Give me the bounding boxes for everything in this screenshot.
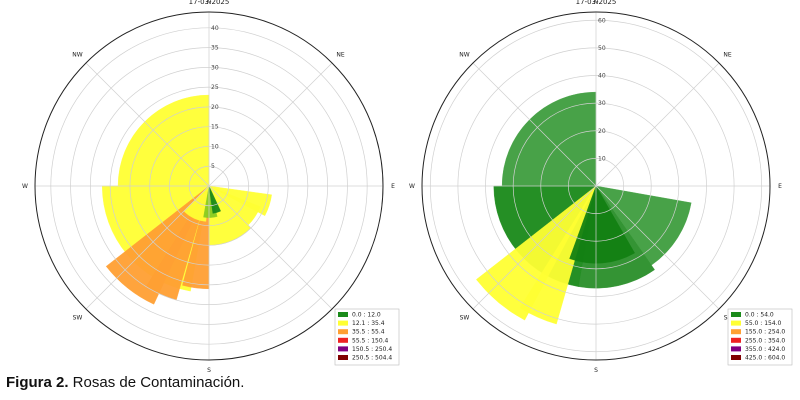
direction-label-w: W [22, 183, 28, 190]
outer-ring [34, 11, 384, 361]
legend-swatch [731, 312, 741, 317]
radial-tick-label: 30 [211, 64, 219, 71]
radial-tick-label: 10 [211, 143, 219, 150]
legend-label: 355.0 : 424.0 [745, 346, 785, 353]
direction-label-ne: NE [723, 51, 731, 58]
radial-tick-label: 35 [211, 45, 219, 52]
direction-label-nw: NW [459, 51, 469, 58]
radial-tick-label: 10 [598, 155, 606, 162]
legend-label: 0.0 : 54.0 [745, 312, 774, 319]
legend-swatch [731, 320, 741, 326]
caption-label: Figura 2. [6, 374, 69, 391]
sector-s [208, 185, 221, 214]
sector-ese [595, 185, 692, 266]
grid-spoke [85, 62, 210, 187]
sector-sw [105, 185, 210, 305]
radial-tick-label: 20 [598, 128, 606, 135]
direction-label-sw: SW [460, 315, 470, 322]
sector-ese [208, 185, 272, 216]
radial-tick-label: 25 [211, 84, 219, 91]
legend-label: 155.0 : 254.0 [745, 329, 785, 336]
direction-label-se: SE [724, 315, 732, 322]
radial-tick-label: 50 [598, 45, 606, 52]
direction-label-e: E [778, 183, 782, 190]
direction-label-e: E [391, 183, 395, 190]
grid-spoke [208, 62, 333, 187]
sector-sw [476, 185, 597, 321]
radial-tick-label: 15 [211, 124, 219, 131]
legend-swatch [338, 337, 348, 343]
legend-label: 12.1 : 35.4 [352, 320, 385, 327]
legend-label: 250.5 : 504.4 [352, 355, 392, 362]
legend-swatch [338, 320, 348, 326]
figure-caption: Figura 2. Rosas de Contaminación. [6, 374, 244, 391]
legend-swatch [731, 337, 741, 343]
legend-swatch [338, 355, 348, 360]
legend-label: 55.5 : 150.4 [352, 337, 389, 344]
radial-tick-label: 20 [211, 104, 219, 111]
legend-label: 425.0 : 604.0 [745, 355, 785, 362]
direction-label-s: S [594, 367, 598, 374]
legend-label: 255.0 : 354.0 [745, 337, 785, 344]
caption-text: Rosas de Contaminación. [68, 374, 245, 391]
radial-tick-label: 5 [211, 163, 215, 170]
outer-ring [421, 11, 771, 361]
direction-label-nw: NW [72, 51, 82, 58]
radial-tick-label: 40 [211, 25, 219, 32]
radial-tick-label: 30 [598, 100, 606, 107]
grid-spoke [595, 62, 720, 187]
sector-s [569, 185, 635, 264]
legend-label: 55.0 : 154.0 [745, 320, 782, 327]
chart-title: 17-03-2025 [576, 0, 617, 6]
direction-label-w: W [409, 183, 415, 190]
legend-swatch [338, 329, 348, 335]
legend-swatch [338, 346, 348, 352]
sector-sw [519, 185, 597, 325]
legend-swatch [731, 329, 741, 335]
grid-spoke [208, 185, 333, 310]
wind-rose-left: 17-03-2025510152025303540NNEESESSWWNW0.0… [22, 0, 400, 374]
grid-spoke [472, 62, 597, 187]
grid-spoke [595, 185, 720, 310]
legend-swatch [338, 312, 348, 317]
legend-swatch [731, 346, 741, 352]
legend-swatch [731, 355, 741, 360]
wind-rose-right: 17-03-2025 10 20 30 40 50 60 N NE E SE S SW W NW 0.0 : … [409, 0, 793, 374]
direction-label-s: S [207, 367, 211, 374]
legend-label: 0.0 : 12.0 [352, 312, 381, 319]
grid-spoke [85, 185, 210, 310]
direction-label-n: N [594, 0, 599, 6]
direction-label-n: N [207, 0, 212, 6]
legend-label: 150.5 : 250.4 [352, 346, 392, 353]
chart-title: 17-03-2025 [189, 0, 230, 6]
radial-tick-label: 40 [598, 73, 606, 80]
grid-spoke [472, 185, 597, 310]
direction-label-sw: SW [73, 315, 83, 322]
radial-tick-label: 60 [598, 17, 606, 24]
direction-label-ne: NE [336, 51, 344, 58]
legend-label: 35.5 : 55.4 [352, 329, 385, 336]
